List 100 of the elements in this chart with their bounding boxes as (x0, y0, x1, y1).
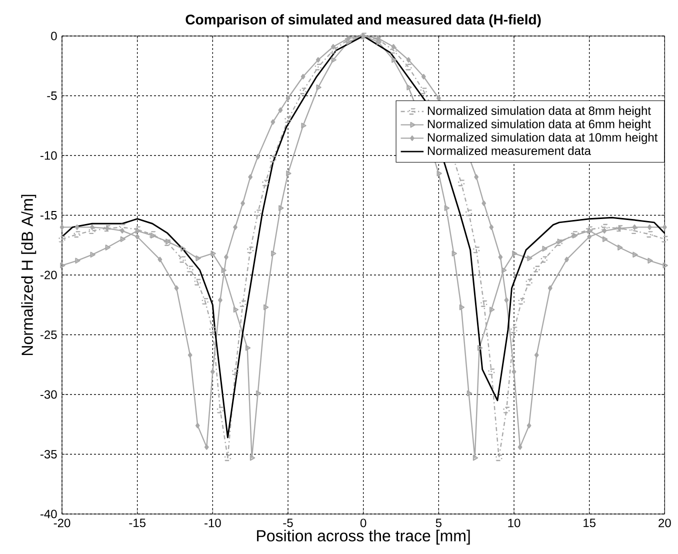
point (618, 244, 623, 250)
x-tick-label: 5 (436, 518, 442, 528)
point (202, 298, 208, 305)
point (564, 256, 569, 262)
point (179, 256, 186, 263)
point (512, 250, 518, 256)
point (300, 88, 306, 94)
point (631, 228, 638, 234)
y-axis-title: Normalized H [dB A/m] (21, 194, 36, 356)
point (459, 304, 465, 310)
point (527, 255, 532, 262)
point (210, 369, 215, 375)
point (376, 39, 382, 45)
legend-label: Normalized simulation data at 6mm height (428, 119, 651, 131)
point (526, 422, 532, 428)
point (477, 344, 483, 351)
point (119, 224, 126, 230)
y-tick-label: -40 (40, 510, 57, 518)
x-tick-label: -5 (283, 518, 293, 528)
x-tick-label: 15 (584, 518, 596, 528)
y-tick-label: -30 (40, 390, 57, 399)
point (390, 47, 397, 54)
point (632, 252, 638, 258)
point (180, 246, 186, 252)
y-tick-label: -35 (40, 450, 57, 459)
point (534, 352, 539, 358)
point (548, 285, 552, 291)
point (248, 174, 253, 180)
point (75, 258, 80, 264)
point (158, 256, 162, 262)
point (270, 156, 276, 162)
point (174, 285, 179, 291)
point (233, 306, 239, 313)
point (420, 88, 427, 94)
point (284, 116, 292, 123)
point (498, 254, 503, 260)
point (88, 228, 96, 234)
point (233, 224, 238, 230)
point (300, 74, 306, 80)
point (540, 256, 548, 263)
point (510, 326, 518, 334)
point (316, 84, 322, 90)
point (662, 224, 667, 230)
x-tick-label: -15 (129, 518, 146, 528)
point (245, 344, 251, 351)
point (406, 84, 412, 90)
point (254, 210, 262, 216)
y-tick-label: 0 (51, 32, 57, 40)
point (436, 95, 441, 101)
x-tick-label: 20 (658, 518, 671, 528)
point (216, 406, 224, 414)
point (263, 304, 269, 310)
point (331, 56, 336, 63)
point (331, 44, 336, 50)
point (526, 278, 532, 286)
point (301, 122, 306, 129)
x-axis-title: Position across the trace [mm] (257, 530, 470, 545)
point (474, 174, 479, 180)
point (60, 224, 64, 230)
y-tick-label: -20 (40, 270, 57, 280)
point (444, 205, 450, 211)
point (405, 64, 412, 70)
y-tick-label: -5 (47, 92, 57, 100)
point (502, 267, 507, 274)
point (221, 267, 226, 274)
point (240, 300, 246, 307)
x-tick-label: -20 (54, 518, 70, 528)
point (250, 454, 256, 461)
point (473, 246, 480, 254)
legend-label: Normalized simulation data at 8mm height (428, 106, 651, 118)
point (632, 224, 637, 230)
point (232, 368, 239, 376)
point (496, 454, 502, 462)
point (74, 231, 80, 238)
point (503, 406, 510, 414)
point (105, 244, 110, 250)
point (480, 300, 488, 307)
point (262, 180, 269, 186)
x-tick-label: -10 (204, 518, 221, 528)
chart-title: Comparison of simulated and measured data (H-field) (186, 14, 541, 28)
point (421, 74, 426, 80)
point (518, 298, 525, 305)
point (186, 266, 194, 272)
point (533, 266, 540, 272)
point (256, 390, 262, 396)
point (504, 297, 509, 303)
point (240, 200, 246, 206)
point (256, 154, 260, 160)
point (135, 234, 140, 240)
point (58, 236, 66, 242)
x-tick-label: 10 (508, 518, 520, 528)
point (209, 326, 216, 334)
point (472, 454, 478, 461)
point (247, 246, 254, 254)
point (587, 234, 592, 240)
point (661, 236, 668, 242)
point (314, 64, 322, 70)
point (466, 390, 472, 396)
point (270, 119, 276, 125)
point (271, 250, 276, 256)
